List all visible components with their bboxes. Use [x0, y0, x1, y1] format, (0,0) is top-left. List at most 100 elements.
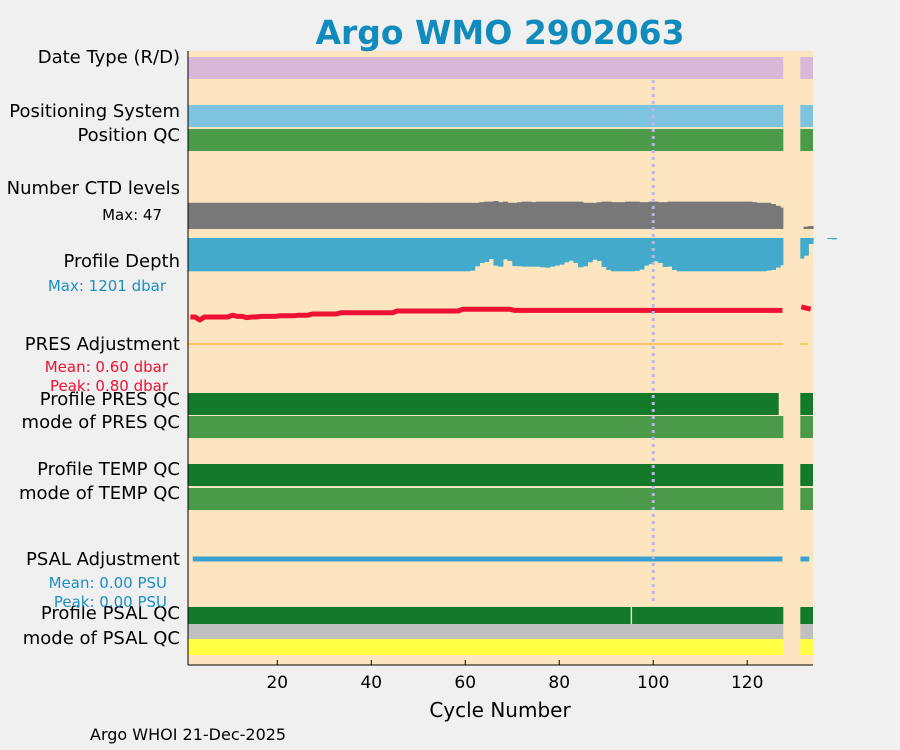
ctd-bar-18: [267, 202, 274, 229]
depth-bar-100: [653, 238, 659, 262]
x-tick-label-80: 80: [548, 673, 570, 693]
qc-bar-4-tail: [797, 416, 813, 438]
qc-bar-8-tail: [797, 639, 813, 655]
depth-bar-51: [422, 238, 429, 272]
ctd-bar-96: [634, 201, 640, 229]
ctd-bar-82: [568, 201, 574, 229]
depth-bar-85: [582, 238, 589, 267]
ctd-bar-72: [521, 201, 527, 229]
ctd-bar-117: [733, 201, 739, 229]
depth-bar-50: [418, 238, 424, 272]
depth-bar-40: [371, 238, 377, 272]
plot-area: [188, 51, 813, 665]
ctd-bar-21: [281, 202, 288, 229]
depth-bar-125: [770, 238, 777, 270]
ctd-bar-4: [202, 202, 208, 229]
ctd-bar-12: [239, 202, 245, 229]
qc-bar-8-segment-0: [188, 639, 784, 655]
ctd-bar-90: [606, 201, 612, 229]
depth-bar-1: [188, 238, 194, 272]
depth-bar-3: [197, 238, 203, 272]
depth-bar-55: [441, 238, 448, 272]
ctd-bar-73: [526, 201, 532, 229]
depth-bar-56: [446, 238, 452, 272]
depth-bar-36: [352, 238, 358, 272]
ctd-bar-56: [446, 202, 452, 229]
ctd-bar-2: [192, 202, 198, 229]
ctd-bar-74: [531, 202, 537, 229]
ctd-bar-50: [418, 202, 424, 229]
qc-bar-2-tail: [797, 129, 813, 151]
depth-bar-114: [719, 238, 725, 272]
depth-bar-115: [723, 238, 730, 272]
depth-bar-138: [831, 238, 838, 240]
depth-bar-15: [253, 238, 260, 272]
ctd-label: Number CTD levels: [7, 178, 180, 199]
depth-bar-48: [408, 238, 415, 272]
depth-bar-52: [427, 238, 433, 272]
depth-bar-117: [733, 238, 739, 272]
row-label-8: mode of PSAL QC: [23, 628, 180, 649]
depth-bar-67: [498, 238, 504, 267]
depth-bar-60: [465, 238, 471, 272]
depth-bar-12: [239, 238, 245, 272]
qc-bar-1-tail: [797, 105, 813, 127]
ctd-bar-122: [756, 202, 762, 229]
depth-bar-17: [263, 238, 269, 272]
ctd-bar-106: [681, 201, 687, 229]
row-label-6: mode of TEMP QC: [19, 483, 180, 504]
ctd-bar-94: [625, 201, 631, 229]
ctd-bar-77: [545, 201, 551, 229]
ctd-bar-88: [596, 202, 603, 229]
ctd-bar-81: [563, 201, 570, 229]
ctd-bar-66: [493, 201, 499, 229]
ctd-bar-84: [578, 201, 584, 229]
qc-bar-5-tail: [797, 464, 813, 486]
depth-bar-13: [244, 238, 250, 272]
depth-bar-70: [512, 238, 518, 266]
depth-bar-71: [516, 238, 523, 267]
row-label-1: Positioning System: [9, 101, 180, 122]
depth-bar-133: [808, 238, 814, 244]
depth-bar-95: [629, 238, 636, 272]
depth-bar-20: [277, 238, 283, 272]
depth-bar-9: [225, 238, 231, 272]
row-label-5: Profile TEMP QC: [37, 459, 180, 480]
depth-bar-108: [690, 238, 697, 272]
ctd-bar-86: [587, 202, 593, 229]
ctd-bar-109: [695, 201, 701, 229]
depth-bar-124: [766, 238, 772, 271]
ctd-bar-13: [244, 202, 250, 229]
depth-bar-41: [375, 238, 382, 272]
depth-bar-127: [780, 238, 786, 266]
depth-bar-45: [394, 238, 401, 272]
depth-max-label: Max: 1201 dbar: [48, 277, 167, 295]
ctd-bar-48: [408, 202, 415, 229]
row-label-7: Profile PSAL QC: [41, 603, 180, 624]
ctd-bar-1: [188, 202, 194, 229]
qc-bar-5-segment-0: [188, 464, 784, 486]
ctd-bar-79: [554, 201, 560, 229]
ctd-bar-89: [601, 201, 607, 229]
ctd-bar-45: [394, 202, 401, 229]
depth-bar-111: [704, 238, 711, 272]
depth-bar-27: [310, 238, 316, 272]
ctd-bar-15: [253, 202, 260, 229]
qc-bar-0-segment-0: [188, 57, 784, 79]
ctd-bar-133: [808, 226, 814, 229]
depth-bar-2: [192, 238, 198, 272]
depth-bar-33: [338, 238, 344, 272]
ctd-bar-83: [573, 201, 579, 229]
ctd-bar-7: [216, 202, 222, 229]
depth-bar-96: [634, 238, 640, 271]
depth-bar-122: [756, 238, 762, 272]
ctd-bar-5: [206, 202, 213, 229]
depth-bar-82: [568, 238, 574, 261]
ctd-bar-33: [338, 202, 344, 229]
ctd-bar-116: [728, 201, 734, 229]
depth-bar-131: [798, 238, 805, 259]
ctd-bar-61: [469, 202, 476, 229]
ctd-bar-3: [197, 202, 203, 229]
x-tick-label-40: 40: [360, 673, 382, 693]
ctd-bar-85: [582, 202, 589, 229]
